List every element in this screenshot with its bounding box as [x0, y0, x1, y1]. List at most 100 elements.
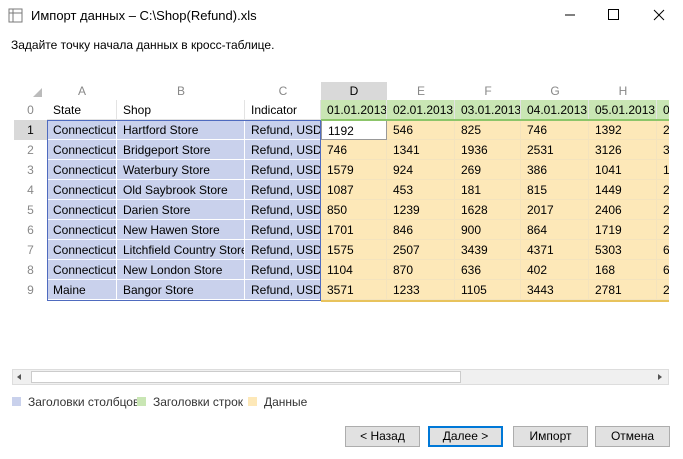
data-cell[interactable]: Old Saybrook Store: [117, 180, 245, 200]
data-cell[interactable]: 3571: [321, 280, 387, 300]
data-cell[interactable]: 825: [455, 120, 521, 140]
button[interactable]: Отмена: [595, 426, 670, 447]
data-cell[interactable]: 746: [521, 120, 589, 140]
data-cell[interactable]: 2406: [589, 200, 657, 220]
data-cell[interactable]: 20: [657, 180, 669, 200]
row-number: 5: [14, 200, 47, 220]
data-cell[interactable]: 62: [657, 240, 669, 260]
data-cell[interactable]: 1449: [589, 180, 657, 200]
data-cell[interactable]: 924: [387, 160, 455, 180]
data-cell[interactable]: Connecticut: [47, 120, 117, 140]
data-cell[interactable]: Refund, USD: [245, 120, 321, 140]
data-cell[interactable]: 746: [321, 140, 387, 160]
data-cell[interactable]: Connecticut: [47, 140, 117, 160]
data-cell[interactable]: 1579: [321, 160, 387, 180]
data-cell[interactable]: New London Store: [117, 260, 245, 280]
data-cell[interactable]: 1575: [321, 240, 387, 260]
data-cell[interactable]: 453: [387, 180, 455, 200]
data-cell[interactable]: 900: [455, 220, 521, 240]
data-cell[interactable]: 181: [455, 180, 521, 200]
legend-swatch: [248, 397, 257, 406]
data-cell[interactable]: 1392: [589, 120, 657, 140]
data-cell[interactable]: 546: [387, 120, 455, 140]
data-cell[interactable]: 3126: [589, 140, 657, 160]
data-cell[interactable]: Connecticut: [47, 240, 117, 260]
data-cell[interactable]: Connecticut: [47, 200, 117, 220]
legend-label: Данные: [264, 395, 308, 409]
button[interactable]: Далее >: [428, 426, 503, 447]
row-number: 7: [14, 240, 47, 260]
data-cell[interactable]: 3443: [521, 280, 589, 300]
data-cell[interactable]: 1041: [589, 160, 657, 180]
data-cell[interactable]: 1192: [321, 120, 387, 140]
data-cell[interactable]: Refund, USD: [245, 240, 321, 260]
data-cell[interactable]: Bangor Store: [117, 280, 245, 300]
data-cell[interactable]: 850: [321, 200, 387, 220]
data-cell[interactable]: 1936: [455, 140, 521, 160]
data-cell[interactable]: 1341: [387, 140, 455, 160]
data-cell[interactable]: 864: [521, 220, 589, 240]
data-cell[interactable]: 20: [657, 120, 669, 140]
data-cell[interactable]: Connecticut: [47, 180, 117, 200]
data-cell[interactable]: 3439: [455, 240, 521, 260]
data-cell[interactable]: 4371: [521, 240, 589, 260]
scroll-left[interactable]: [15, 373, 23, 381]
data-cell[interactable]: Connecticut: [47, 260, 117, 280]
data-cell[interactable]: Waterbury Store: [117, 160, 245, 180]
data-cell[interactable]: New Hawen Store: [117, 220, 245, 240]
data-cell[interactable]: Litchfield Country Store: [117, 240, 245, 260]
data-cell[interactable]: 1233: [387, 280, 455, 300]
button[interactable]: Импорт: [513, 426, 588, 447]
data-cell[interactable]: Refund, USD: [245, 140, 321, 160]
data-cell[interactable]: 815: [521, 180, 589, 200]
data-cell[interactable]: Refund, USD: [245, 200, 321, 220]
data-cell[interactable]: Refund, USD: [245, 260, 321, 280]
scroll-right[interactable]: [656, 373, 664, 381]
data-cell[interactable]: 2531: [521, 140, 589, 160]
data-cell[interactable]: 21: [657, 280, 669, 300]
spreadsheet[interactable]: A B C D E F G H 0 1 2 3 4 5 6 7 8 9 State Shop Indicator 01.0…: [14, 82, 669, 304]
data-cell[interactable]: Bridgeport Store: [117, 140, 245, 160]
data-cell[interactable]: 269: [455, 160, 521, 180]
data-cell[interactable]: 37: [657, 140, 669, 160]
data-cell[interactable]: 636: [455, 260, 521, 280]
header-cell: Shop: [117, 100, 245, 120]
data-cell[interactable]: Darien Store: [117, 200, 245, 220]
horizontal-scrollbar[interactable]: [12, 369, 669, 385]
data-cell[interactable]: 1628: [455, 200, 521, 220]
column-letter: E: [387, 82, 455, 100]
data-cell[interactable]: 2017: [521, 200, 589, 220]
data-cell[interactable]: 1105: [455, 280, 521, 300]
data-cell[interactable]: 2781: [589, 280, 657, 300]
data-cell[interactable]: 846: [387, 220, 455, 240]
data-cell[interactable]: 5303: [589, 240, 657, 260]
data-cell[interactable]: 16: [657, 160, 669, 180]
data-cell[interactable]: 386: [521, 160, 589, 180]
data-cell[interactable]: Refund, USD: [245, 180, 321, 200]
data-cell[interactable]: 1104: [321, 260, 387, 280]
window-controls[interactable]: [545, 0, 683, 30]
data-cell[interactable]: 1719: [589, 220, 657, 240]
data-cell[interactable]: 402: [521, 260, 589, 280]
header-underline: [321, 119, 669, 121]
data-cell[interactable]: 168: [589, 260, 657, 280]
data-cell[interactable]: Refund, USD: [245, 220, 321, 240]
data-cell[interactable]: 25: [657, 220, 669, 240]
data-cell[interactable]: Hartford Store: [117, 120, 245, 140]
data-cell[interactable]: 1701: [321, 220, 387, 240]
data-cell[interactable]: 2507: [387, 240, 455, 260]
row-number: 0: [14, 100, 47, 120]
data-cell[interactable]: Maine: [47, 280, 117, 300]
data-cell[interactable]: 870: [387, 260, 455, 280]
header-cell: 03.01.2013: [455, 100, 521, 120]
button[interactable]: < Назад: [345, 426, 420, 447]
data-cell[interactable]: 1087: [321, 180, 387, 200]
corner: [14, 82, 47, 100]
data-cell[interactable]: Refund, USD: [245, 280, 321, 300]
data-cell[interactable]: Connecticut: [47, 160, 117, 180]
scroll-thumb[interactable]: [31, 371, 461, 383]
data-cell[interactable]: 27: [657, 200, 669, 220]
data-cell[interactable]: 1239: [387, 200, 455, 220]
data-cell[interactable]: Connecticut: [47, 220, 117, 240]
data-cell[interactable]: 66: [657, 260, 669, 280]
